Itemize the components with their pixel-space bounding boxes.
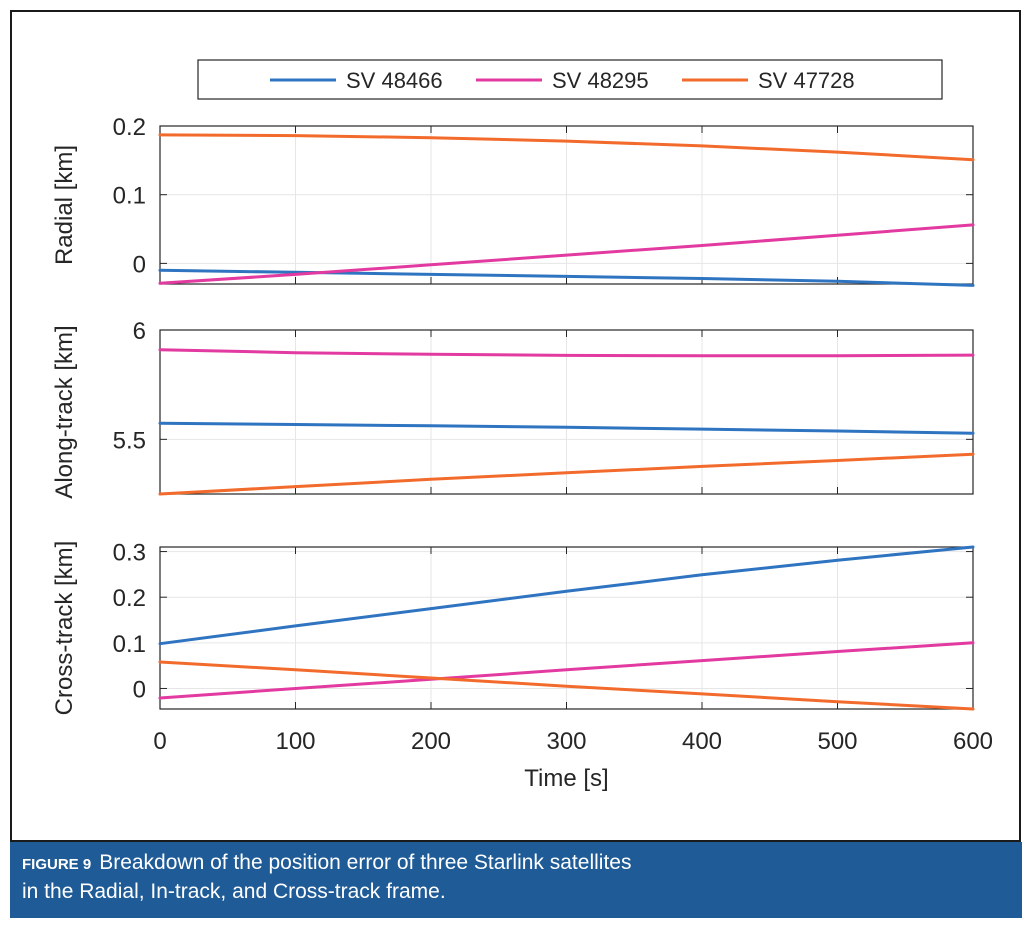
x-tick-label-2: 200: [411, 728, 451, 755]
x-axis-label: Time [s]: [524, 765, 608, 792]
y-axis-label-0: Radial [km]: [51, 145, 78, 265]
figure-caption: FIGURE 9 Breakdown of the position error …: [10, 842, 1022, 918]
y-tick-label-0-1: 0.1: [113, 183, 146, 210]
legend-label-2: SV 47728: [758, 68, 855, 93]
series-line-2-1: [158, 641, 975, 700]
y-tick-label-2-2: 0.1: [113, 631, 146, 658]
y-axis-label-1: Along-track [km]: [51, 325, 78, 498]
series-line-0-1: [158, 223, 975, 285]
y-tick-label-1-1: 5.5: [113, 427, 146, 454]
y-tick-label-2-0: 0.3: [113, 540, 146, 567]
series-line-2-2: [158, 660, 975, 711]
legend-label-1: SV 48295: [552, 68, 649, 93]
series-line-1-0: [158, 421, 975, 435]
legend-label-0: SV 48466: [346, 68, 443, 93]
x-tick-label-0: 0: [153, 728, 166, 755]
series-line-1-2: [158, 452, 975, 496]
y-tick-label-0-2: 0: [133, 251, 146, 278]
caption-line-2: in the Radial, In-track, and Cross-track…: [22, 880, 446, 903]
series-line-1-1: [158, 348, 975, 358]
caption-line-1: Breakdown of the position error of three…: [99, 851, 632, 874]
series-line-0-0: [158, 268, 975, 287]
x-tick-label-1: 100: [275, 728, 315, 755]
y-axis-label-2: Cross-track [km]: [51, 541, 78, 716]
y-tick-label-0-0: 0.2: [113, 114, 146, 141]
x-tick-label-6: 600: [953, 728, 993, 755]
x-tick-label-3: 300: [546, 728, 586, 755]
x-tick-label-4: 400: [682, 728, 722, 755]
figure-label: FIGURE 9: [22, 856, 92, 873]
series-line-0-2: [158, 133, 975, 162]
y-tick-label-2-1: 0.2: [113, 585, 146, 612]
y-tick-label-2-3: 0: [133, 676, 146, 703]
x-tick-label-5: 500: [817, 728, 857, 755]
y-tick-label-1-0: 6: [133, 318, 146, 345]
series-line-2-0: [158, 545, 975, 646]
